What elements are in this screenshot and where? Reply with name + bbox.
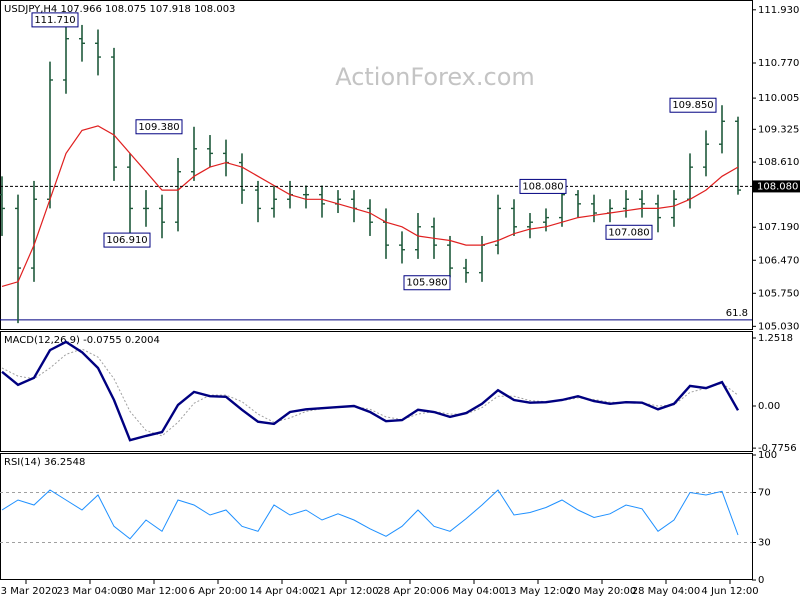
panel-frame	[0, 453, 753, 580]
y-tick-label: 108.610	[758, 157, 799, 168]
price-box-label: 108.080	[757, 181, 798, 192]
y-tick-label: 105.030	[758, 321, 799, 332]
y-tick-label: 30	[758, 538, 771, 549]
x-tick-label: 4 Jun 12:00	[701, 586, 758, 597]
y-tick-label: 1.2518	[758, 333, 793, 344]
y-tick-label: 70	[758, 488, 771, 499]
y-tick-label: 109.325	[758, 124, 799, 135]
x-tick-label: 14 Apr 04:00	[249, 586, 314, 597]
x-tick-label: 6 Apr 20:00	[189, 586, 248, 597]
annotation-box	[669, 97, 717, 113]
annotation-box	[103, 232, 151, 248]
annotation-label: 109.850	[672, 100, 713, 111]
x-tick-label: 30 Mar 12:00	[121, 586, 188, 597]
moving-average	[1, 125, 739, 287]
x-tick-label: 13 Mar 2020	[0, 586, 58, 597]
y-tick-label: 110.005	[758, 93, 799, 104]
x-tick-label: 28 May 04:00	[632, 586, 701, 597]
macd-signal	[1, 348, 739, 437]
annotation-label: 108.080	[522, 181, 563, 192]
panel-title: USDJPY,H4 107.966 108.075 107.918 108.00…	[4, 4, 235, 15]
x-tick-label: 21 Apr 12:00	[313, 586, 378, 597]
x-tick-label: 13 May 12:00	[504, 586, 573, 597]
panel-title: RSI(14) 36.2548	[4, 457, 85, 468]
annotation-label: 109.380	[138, 122, 179, 133]
annotation-label: 111.710	[34, 15, 75, 26]
panel-title: MACD(12,26,9) -0.0755 0.2004	[4, 335, 160, 346]
annotation-box	[135, 119, 183, 135]
watermark: ActionForex.com	[335, 63, 535, 91]
y-tick-label: 100	[758, 450, 777, 461]
annotation-box	[31, 12, 79, 28]
y-tick-label: 105.750	[758, 288, 799, 299]
annotation-box	[403, 275, 451, 291]
panel-frame	[0, 0, 753, 330]
x-tick-label: 20 May 20:00	[568, 586, 637, 597]
rsi-line	[1, 489, 739, 540]
y-tick-label: 110.770	[758, 58, 799, 69]
y-tick-label: 111.930	[758, 5, 799, 16]
x-tick-label: 28 Apr 20:00	[377, 586, 442, 597]
macd-line	[1, 340, 740, 442]
y-tick-label: -0.7756	[758, 443, 797, 454]
y-tick-label: 0	[758, 575, 764, 586]
annotation-label: 106.910	[106, 235, 147, 246]
y-tick-label: 107.190	[758, 222, 799, 233]
y-tick-label: 106.470	[758, 255, 799, 266]
y-tick-label: 0.00	[758, 401, 780, 412]
panel-frame	[0, 331, 753, 452]
x-tick-label: 23 Mar 04:00	[57, 586, 124, 597]
fib-label: 61.8	[726, 308, 748, 319]
annotation-box	[605, 224, 653, 240]
annotation-label: 107.080	[608, 227, 649, 238]
x-tick-label: 6 May 04:00	[443, 586, 505, 597]
annotation-label: 105.980	[406, 278, 447, 289]
price-box	[753, 180, 800, 193]
annotation-box	[519, 178, 567, 194]
